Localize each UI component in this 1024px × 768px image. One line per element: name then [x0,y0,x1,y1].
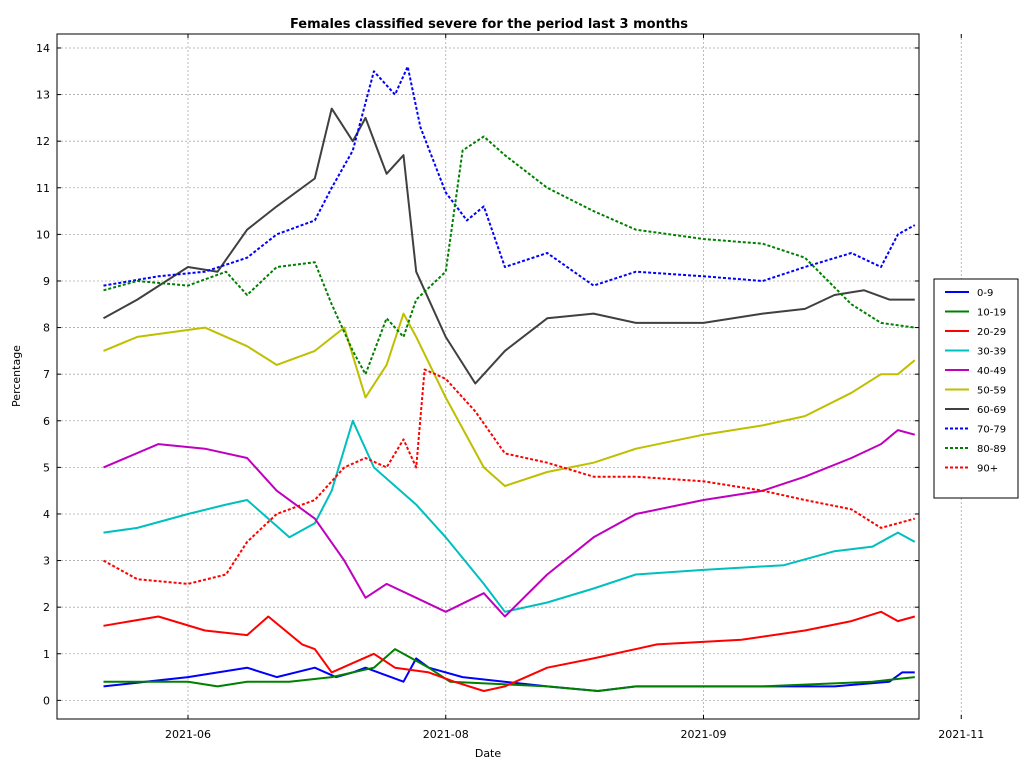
series-line-40-49 [103,429,916,618]
series-line-90+ [103,368,916,585]
y-tick-label: 2 [43,601,50,614]
y-axis-label: Percentage [10,345,23,407]
x-axis-label: Date [475,747,502,760]
y-tick-label: 13 [36,89,50,102]
chart-title: Females classified severe for the period… [290,17,688,32]
plot-frame [56,33,920,720]
y-tick-label: 5 [43,461,50,474]
x-axis-ticks: 2021-06 2021-08 2021-09 2021-11 [165,34,984,741]
x-tick-label: 2021-08 [423,728,469,741]
legend-label-40-49: 40-49 [977,366,1006,377]
y-tick-label: 4 [43,508,50,521]
legend-label-90+: 90+ [977,464,998,475]
legend-label-0-9: 0-9 [977,288,993,299]
x-tick-label: 2021-06 [165,728,211,741]
legend: 0-9 10-19 20-29 30-39 40-49 50-59 60-69 70-79 80… [933,278,1019,499]
series-line-60-69 [103,107,915,385]
legend-label-70-79: 70-79 [977,425,1006,436]
legend-label-60-69: 60-69 [977,405,1006,416]
legend-label-30-39: 30-39 [977,347,1006,358]
y-tick-label: 14 [36,42,50,55]
y-tick-label: 3 [43,555,50,568]
x-tick-label: 2021-11 [938,728,984,741]
legend-label-80-89: 80-89 [977,444,1006,455]
y-tick-label: 10 [36,228,50,241]
x-tick-label: 2021-09 [681,728,727,741]
y-tick-label: 12 [36,135,50,148]
series-line-70-79 [103,65,916,287]
y-tick-label: 6 [43,415,50,428]
series-line-10-19 [103,648,915,692]
legend-label-20-29: 20-29 [977,327,1006,338]
series-lines [103,65,916,692]
y-tick-label: 7 [43,368,50,381]
y-tick-label: 1 [43,648,50,661]
y-tick-label: 0 [43,694,50,707]
y-tick-label: 11 [36,182,50,195]
legend-label-50-59: 50-59 [977,386,1006,397]
y-tick-label: 8 [43,322,50,335]
series-line-20-29 [103,610,916,692]
series-line-30-39 [103,419,916,613]
legend-label-10-19: 10-19 [977,308,1006,319]
y-tick-label: 9 [43,275,50,288]
series-line-50-59 [103,312,916,487]
series-line-80-89 [103,135,915,376]
